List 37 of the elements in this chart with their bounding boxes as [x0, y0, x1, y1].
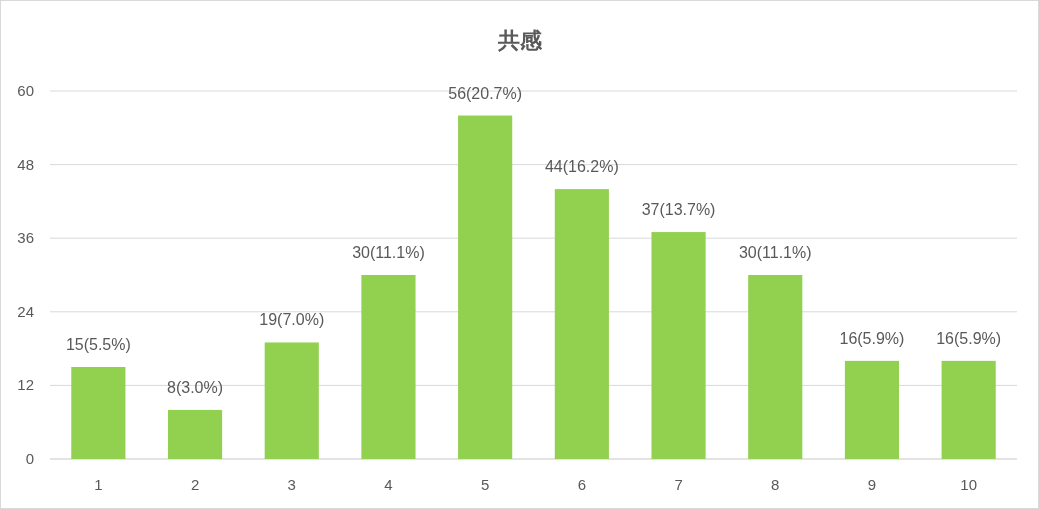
data-label: 44(16.2%) — [544, 158, 619, 176]
y-tick-label: 0 — [25, 450, 34, 467]
data-label: 8(3.0%) — [167, 378, 224, 396]
data-label: 15(5.5%) — [65, 336, 131, 353]
y-tick-label: 36 — [17, 229, 34, 247]
y-tick-label: 60 — [17, 82, 34, 99]
data-label: 56(20.7%) — [448, 84, 523, 102]
chart-title: 共感 — [496, 28, 543, 53]
bar — [264, 342, 319, 459]
data-label: 30(11.1%) — [738, 244, 812, 261]
x-tick-label: 5 — [480, 476, 490, 493]
x-tick-label: 1 — [94, 476, 103, 493]
x-tick-label: 8 — [771, 476, 780, 493]
bar — [458, 115, 513, 459]
y-tick-label: 12 — [17, 376, 34, 394]
y-tick-label: 48 — [17, 155, 34, 173]
bar — [844, 360, 900, 459]
x-tick-label: 4 — [384, 476, 393, 493]
bar — [71, 367, 126, 459]
x-tick-label: 6 — [577, 476, 587, 493]
bar — [554, 189, 609, 459]
bar — [167, 409, 223, 459]
bar — [361, 275, 416, 459]
x-tick-label: 10 — [960, 476, 977, 493]
x-tick-label: 9 — [867, 476, 877, 493]
y-tick-label: 24 — [17, 302, 34, 320]
data-label: 19(7.0%) — [259, 311, 325, 329]
data-label: 16(5.9%) — [936, 329, 1002, 347]
x-tick-label: 3 — [287, 476, 296, 493]
data-label: 37(13.7%) — [641, 201, 716, 219]
x-tick-label: 2 — [190, 476, 200, 493]
x-tick-label: 7 — [674, 476, 683, 493]
data-label: 30(11.1%) — [352, 244, 425, 261]
bar — [941, 360, 996, 459]
data-label: 16(5.9%) — [839, 329, 905, 347]
bar — [651, 232, 706, 459]
bar — [748, 275, 803, 459]
